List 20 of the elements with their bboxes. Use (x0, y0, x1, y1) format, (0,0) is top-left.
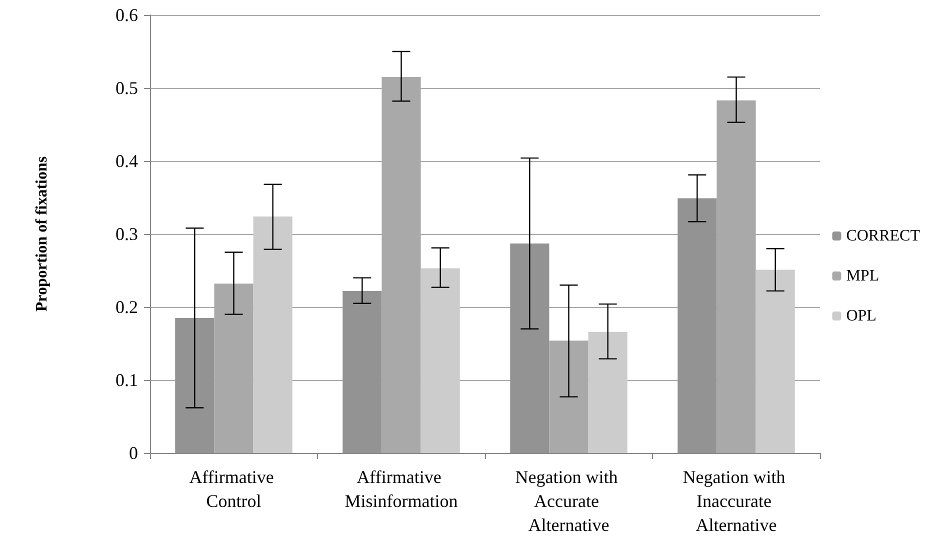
legend-label: MPL (846, 268, 880, 284)
x-tick-label: Affirmative Control (189, 467, 278, 511)
x-tick-label: Negation with Accurate Alternative (515, 467, 622, 535)
bar (420, 268, 460, 453)
y-tick-label: 0 (129, 443, 138, 463)
y-tick-label: 0.3 (116, 224, 138, 244)
y-tick-label: 0.1 (116, 370, 138, 390)
bar (549, 340, 588, 453)
y-axis-title: Proportion of fixations (34, 156, 50, 312)
legend-label: OPL (846, 308, 876, 324)
y-tick-label: 0.2 (116, 297, 138, 317)
y-tick-label: 0.6 (116, 5, 138, 25)
x-tick-label: Affirmative Misinformation (344, 467, 458, 511)
y-tick-label: 0.4 (116, 151, 138, 171)
bar (588, 332, 628, 453)
legend-label: CORRECT (846, 228, 920, 244)
bar (253, 216, 292, 453)
x-tick-label: Negation with Inaccurate Alternative (682, 467, 790, 535)
bar (756, 270, 795, 453)
y-tick-label: 0.5 (116, 78, 138, 98)
